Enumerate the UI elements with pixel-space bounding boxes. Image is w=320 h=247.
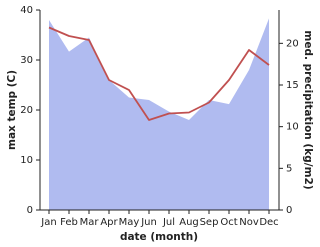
x-tick-label: Sep	[200, 217, 219, 228]
x-tick-label: Apr	[100, 217, 118, 228]
y2-tick-label: 0	[286, 205, 292, 216]
y2-tick-label: 15	[286, 80, 299, 91]
temperature-line	[48, 26, 270, 121]
y-tick-label: 0	[27, 205, 33, 216]
x-tick-label: Aug	[179, 217, 199, 228]
x-tick-label: May	[119, 217, 140, 228]
x-tick-label: Jan	[40, 217, 56, 228]
y2-tick-label: 5	[286, 163, 292, 174]
y2-axis-label: med. precipitation (kg/m2)	[302, 30, 314, 189]
y2-tick-label: 10	[286, 122, 299, 133]
x-tick-label: Jun	[140, 217, 157, 228]
x-tick-label: Dec	[259, 217, 278, 228]
x-tick-label: Nov	[239, 217, 259, 228]
x-tick-label: Mar	[80, 217, 100, 228]
y-tick-label: 10	[20, 155, 33, 166]
y-axis-label: max temp (C)	[6, 70, 18, 150]
x-tick-label: Feb	[60, 217, 78, 228]
y-tick-label: 40	[20, 5, 33, 16]
x-tick-label: Oct	[220, 217, 237, 228]
x-axis-label: date (month)	[120, 231, 198, 243]
y-tick-label: 20	[20, 105, 33, 116]
y-tick-label: 30	[20, 55, 33, 66]
x-tick-label: Jul	[162, 217, 175, 228]
y2-tick-label: 20	[286, 38, 299, 49]
precipitation-area	[49, 18, 269, 211]
